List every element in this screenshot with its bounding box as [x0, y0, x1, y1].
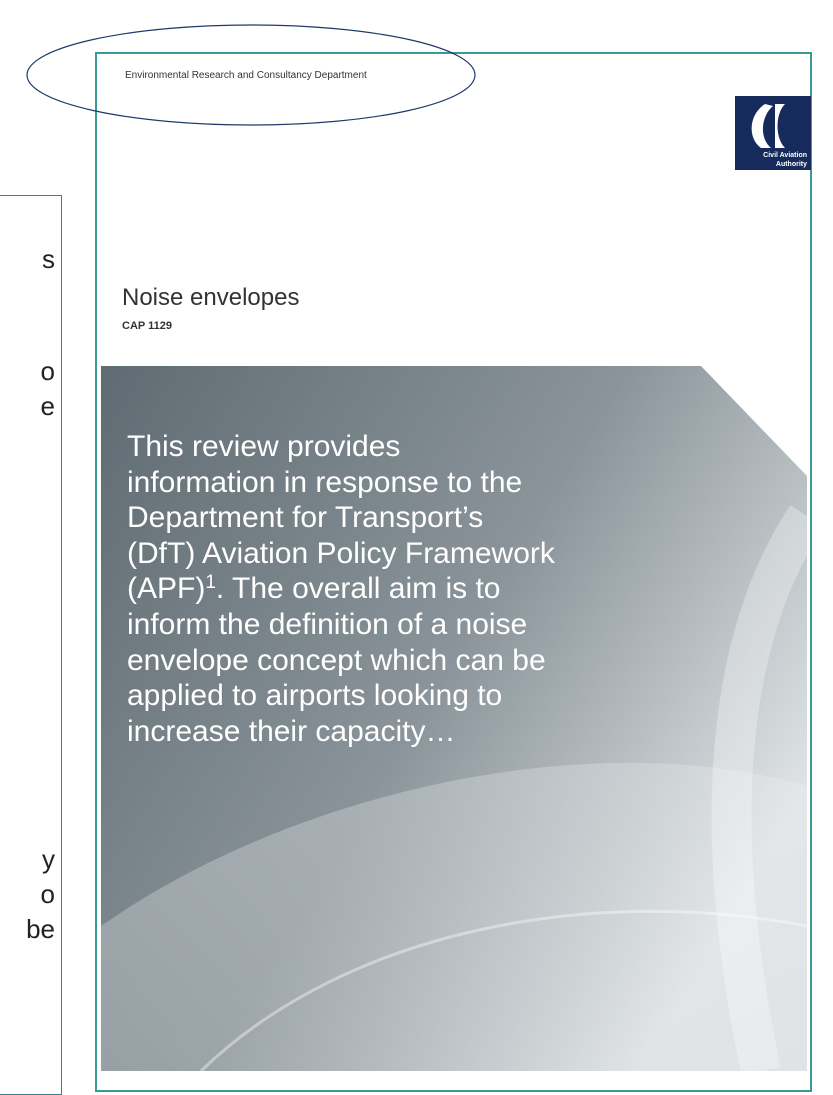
- text-fragment: o: [40, 356, 55, 386]
- summary-text: This review provides information in respo…: [127, 429, 555, 749]
- annotation-layer: [26, 24, 476, 126]
- text-line: increase their capacity…: [127, 714, 456, 748]
- text-fragment: s: [42, 244, 55, 274]
- text-fragment: y: [42, 844, 55, 874]
- text-line: information in response to the: [127, 465, 523, 499]
- text-fragment: o: [40, 879, 55, 909]
- logo-text: Authority: [776, 161, 807, 168]
- text-span: (APF): [127, 572, 206, 606]
- text-line: (DfT) Aviation Policy Framework: [127, 536, 555, 570]
- logo: Civil Aviation Authority: [735, 96, 811, 170]
- text-line: applied to airports looking to: [127, 679, 503, 713]
- footnote-mark: 1: [205, 572, 216, 594]
- text-line: envelope concept which can be: [127, 643, 546, 677]
- text-line: inform the definition of a noise: [127, 607, 528, 641]
- text-line: This review provides: [127, 430, 401, 463]
- text-line: Department for Transport’s: [127, 501, 484, 535]
- text-span: . The overall aim is to: [215, 572, 501, 606]
- text-line: (APF)1. The overall aim is to: [127, 571, 555, 607]
- code: CAP 1129: [122, 320, 172, 332]
- title: Noise envelopes: [122, 284, 300, 311]
- left-panel: s o e y o be: [0, 195, 62, 1095]
- document-cover: Environmental Research and Consultancy D…: [95, 52, 812, 1092]
- department: Environmental Research and Consultancy D…: [125, 70, 367, 81]
- text-fragment: e: [40, 391, 55, 421]
- logo-text: Civil Aviation: [763, 152, 807, 159]
- highlight-ellipse: [26, 24, 476, 126]
- cover-graphic: [101, 366, 807, 1071]
- text-fragment: be: [26, 914, 55, 944]
